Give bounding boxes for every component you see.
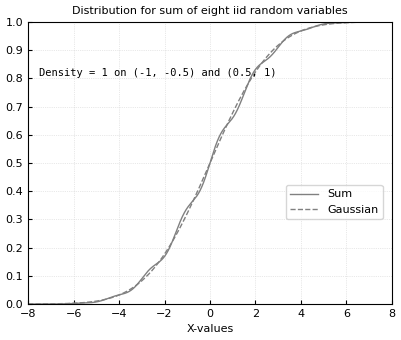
Sum bbox=[67, 302, 72, 306]
Sum bbox=[389, 20, 393, 24]
Legend: Sum, Gaussian: Sum, Gaussian bbox=[286, 185, 383, 220]
Gaussian bbox=[382, 20, 387, 24]
Gaussian bbox=[165, 247, 170, 251]
Line: Gaussian: Gaussian bbox=[28, 22, 392, 304]
Sum bbox=[165, 250, 170, 254]
Sum bbox=[382, 20, 387, 24]
Sum bbox=[181, 212, 186, 217]
Sum bbox=[89, 301, 94, 305]
Gaussian bbox=[26, 302, 30, 306]
Sum bbox=[343, 20, 348, 24]
Sum bbox=[26, 302, 30, 306]
Gaussian bbox=[89, 300, 94, 304]
Text: Density = 1 on (-1, -0.5) and (0.5, 1): Density = 1 on (-1, -0.5) and (0.5, 1) bbox=[39, 68, 277, 78]
Title: Distribution for sum of eight iid random variables: Distribution for sum of eight iid random… bbox=[72, 5, 348, 16]
Line: Sum: Sum bbox=[28, 22, 392, 304]
X-axis label: X-values: X-values bbox=[186, 324, 234, 335]
Gaussian bbox=[181, 219, 186, 223]
Sum bbox=[389, 20, 394, 24]
Gaussian bbox=[67, 301, 72, 305]
Gaussian bbox=[389, 20, 394, 24]
Gaussian bbox=[343, 21, 348, 25]
